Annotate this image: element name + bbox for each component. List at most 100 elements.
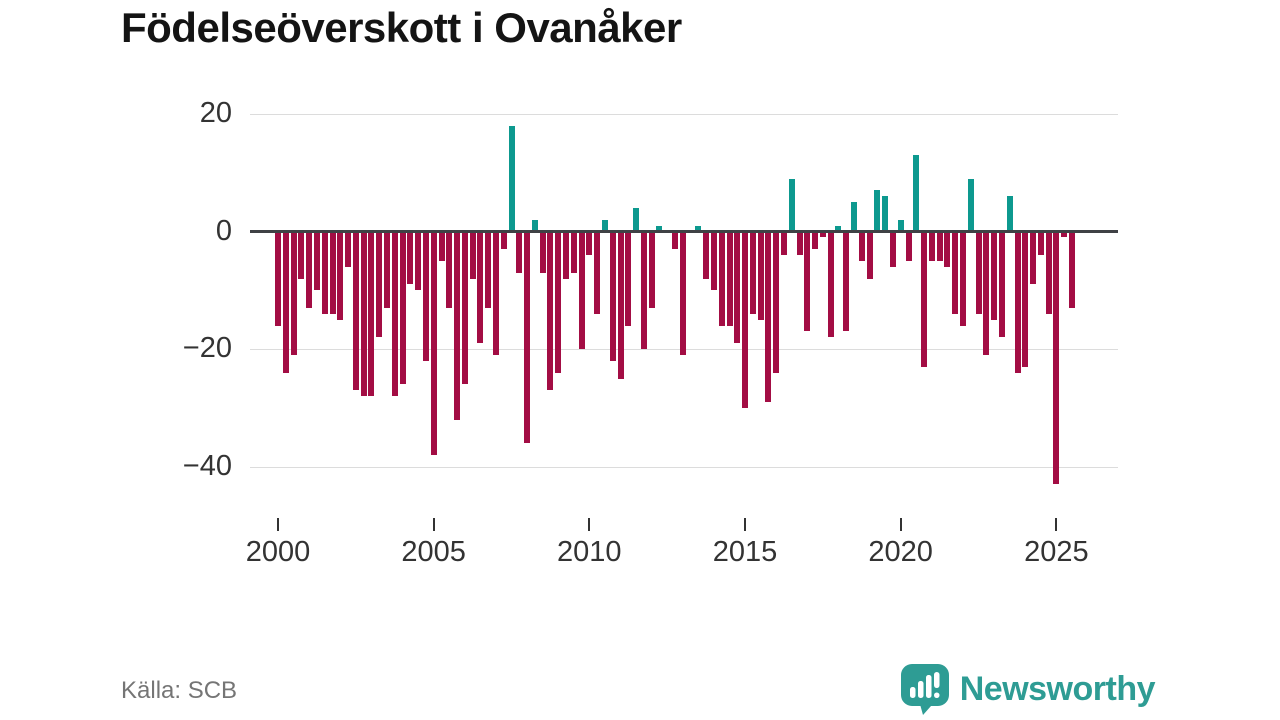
bar-2007-q3	[508, 125, 515, 232]
bar-2025-q3	[1068, 231, 1075, 308]
bar-2016-q3	[788, 178, 795, 232]
bar-2003-q2	[376, 231, 383, 338]
bar-2001-q2	[313, 231, 320, 291]
bar-2008-q4	[547, 231, 554, 391]
bar-2015-q3	[757, 231, 764, 320]
bar-2000-q2	[282, 231, 289, 373]
bar-2022-q1	[960, 231, 966, 326]
bar-2024-q2	[1030, 231, 1036, 285]
bar-2011-q1	[617, 231, 624, 379]
newsworthy-bubble-chart-icon	[900, 663, 950, 715]
bar-2000-q4	[298, 231, 305, 279]
bar-2017-q4	[827, 231, 834, 338]
bar-2020-q3	[913, 155, 920, 232]
bar-2011-q4	[640, 231, 647, 350]
bar-2008-q3	[539, 231, 546, 273]
bar-2020-q2	[905, 231, 912, 261]
bar-2016-q1	[773, 231, 780, 373]
bar-2000-q1	[275, 231, 281, 326]
bar-2018-q2	[843, 231, 850, 332]
y-axis-label--40: −40	[182, 449, 232, 482]
bar-2015-q1	[742, 231, 748, 408]
bar-2006-q4	[485, 231, 492, 308]
bar-2000-q3	[290, 231, 297, 355]
bar-2012-q4	[672, 231, 678, 250]
x-axis-label-2015: 2015	[712, 536, 778, 568]
bar-2013-q4	[703, 231, 710, 279]
bar-2014-q3	[726, 231, 733, 326]
x-tick-2005	[432, 518, 435, 531]
bar-2024-q4	[1045, 231, 1052, 314]
bar-2008-q2	[531, 219, 538, 232]
bar-2007-q1	[492, 231, 499, 355]
x-tick-2010	[588, 518, 591, 531]
bar-2006-q1	[461, 231, 468, 385]
bar-2025-q2	[1061, 231, 1068, 238]
bar-2010-q4	[609, 231, 616, 361]
bar-2002-q2	[345, 231, 352, 267]
bar-2021-q4	[952, 231, 959, 314]
bar-2023-q1	[991, 231, 998, 320]
bar-2010-q3	[601, 219, 608, 232]
bar-2005-q3	[446, 231, 453, 308]
x-axis-label-2010: 2010	[557, 536, 622, 568]
gridline-y--40	[250, 466, 1118, 468]
x-tick-2020	[899, 518, 902, 531]
newsworthy-wordmark: Newsworthy	[959, 669, 1156, 708]
bar-2017-q1	[804, 231, 811, 332]
y-axis-label-20: 20	[199, 96, 232, 129]
bar-2011-q3	[633, 208, 640, 232]
bar-2010-q2	[594, 231, 601, 314]
bar-2008-q1	[524, 231, 531, 444]
zero-axis-line	[250, 230, 1118, 233]
bar-2014-q4	[734, 231, 741, 344]
bar-2010-q1	[586, 231, 593, 255]
bar-2004-q3	[415, 231, 422, 291]
bar-2024-q3	[1037, 231, 1044, 255]
bar-2005-q2	[438, 231, 445, 261]
bar-2019-q3	[882, 196, 889, 232]
bar-2024-q1	[1022, 231, 1029, 367]
bar-2023-q2	[998, 231, 1005, 338]
bar-2014-q1	[710, 231, 717, 291]
bar-2001-q1	[306, 231, 313, 308]
bar-2021-q3	[944, 231, 951, 267]
bar-2002-q3	[352, 231, 359, 391]
bar-2006-q3	[477, 231, 484, 344]
bar-2009-q1	[555, 231, 562, 373]
x-axis-label-2025: 2025	[1024, 536, 1089, 568]
bar-2021-q1	[928, 231, 935, 261]
bar-2013-q3	[695, 225, 702, 232]
bar-2014-q2	[718, 231, 725, 326]
bar-2013-q1	[679, 231, 686, 355]
bar-2017-q3	[819, 231, 826, 238]
bar-2001-q3	[321, 231, 328, 314]
bar-2002-q1	[337, 231, 344, 320]
x-axis-label-2005: 2005	[401, 536, 466, 568]
newsworthy-logo: Newsworthy	[900, 663, 1156, 715]
bar-2004-q2	[407, 231, 414, 285]
bar-2006-q2	[469, 231, 476, 279]
x-tick-2000	[277, 518, 279, 531]
bar-2016-q4	[796, 231, 803, 255]
bar-2018-q1	[835, 225, 842, 232]
bar-2005-q4	[454, 231, 460, 420]
source-label: Källa: SCB	[121, 677, 238, 704]
bar-2021-q2	[936, 231, 943, 261]
y-axis-label-0: 0	[215, 214, 232, 247]
bar-2003-q1	[368, 231, 375, 397]
bar-2017-q2	[812, 231, 819, 250]
bar-2009-q2	[563, 231, 569, 279]
bar-2020-q4	[921, 231, 927, 367]
bar-2004-q4	[422, 231, 429, 361]
gridline-y-20	[250, 113, 1118, 115]
bar-2022-q4	[983, 231, 990, 355]
bar-2019-q2	[874, 190, 881, 232]
bar-2019-q4	[889, 231, 896, 267]
bar-2001-q4	[329, 231, 336, 314]
x-tick-2025	[1055, 518, 1058, 531]
bar-2015-q4	[765, 231, 772, 402]
bar-2019-q1	[866, 231, 873, 279]
